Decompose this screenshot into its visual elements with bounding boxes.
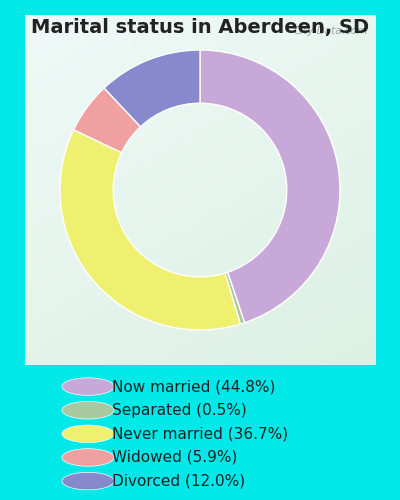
Text: Never married (36.7%): Never married (36.7%) <box>112 426 288 442</box>
Wedge shape <box>225 272 244 324</box>
Text: Marital status in Aberdeen, SD: Marital status in Aberdeen, SD <box>31 18 369 36</box>
Circle shape <box>62 378 114 396</box>
Wedge shape <box>104 50 200 127</box>
Circle shape <box>62 402 114 419</box>
Wedge shape <box>60 130 240 330</box>
Text: Now married (44.8%): Now married (44.8%) <box>112 379 275 394</box>
Text: City-Data.com: City-Data.com <box>294 26 368 36</box>
Circle shape <box>62 472 114 490</box>
Circle shape <box>62 448 114 466</box>
Text: Separated (0.5%): Separated (0.5%) <box>112 402 247 417</box>
Text: Widowed (5.9%): Widowed (5.9%) <box>112 450 237 465</box>
Wedge shape <box>200 50 340 322</box>
Text: Divorced (12.0%): Divorced (12.0%) <box>112 474 245 488</box>
Circle shape <box>62 425 114 442</box>
Wedge shape <box>74 88 140 152</box>
